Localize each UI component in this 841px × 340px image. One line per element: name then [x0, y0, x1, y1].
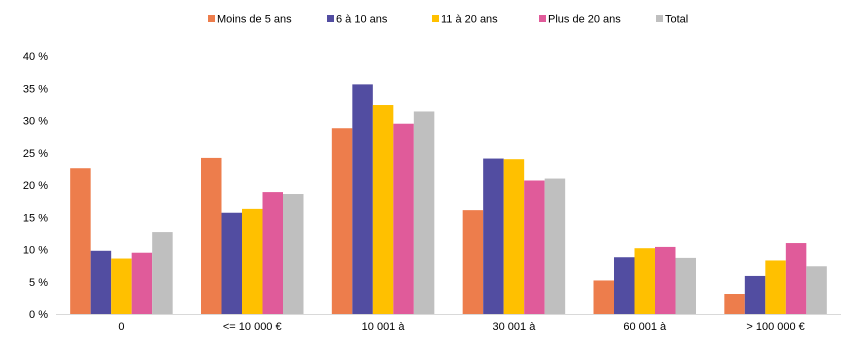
bar: [462, 210, 484, 314]
bar: [724, 294, 745, 314]
bar: [331, 128, 353, 314]
bar: [393, 123, 414, 314]
bar: [201, 157, 222, 314]
y-axis: 0 % 5 % 10 % 15 % 20 % 25 % 30 % 35 % 40 %: [23, 51, 48, 321]
bar: [544, 178, 566, 314]
bar: [352, 84, 373, 314]
x-tick-label: 10 001 à: [362, 321, 406, 333]
bar: [785, 243, 807, 314]
legend-label: 6 à 10 ans: [336, 14, 388, 26]
legend: Moins de 5 ans 6 à 10 ans 11 à 20 ans Plus …: [208, 14, 688, 26]
bar: [262, 192, 283, 314]
bar: [593, 280, 614, 314]
legend-swatch: [656, 15, 663, 22]
x-tick-label: 60 001 à: [623, 321, 667, 333]
legend-swatch: [539, 15, 546, 22]
y-tick-label: 20 %: [23, 180, 48, 192]
bar: [765, 260, 786, 314]
bar: [744, 275, 766, 314]
x-axis: 0 <= 10 000 € 10 001 à 30 001 à 60 001 à > 10…: [56, 314, 841, 333]
bar: [524, 180, 545, 314]
y-tick-label: 5 %: [29, 277, 48, 289]
legend-swatch: [327, 15, 334, 22]
x-tick-label: 30 001 à: [493, 321, 537, 333]
legend-swatch: [432, 15, 439, 22]
bar: [655, 246, 676, 314]
bar: [90, 250, 112, 314]
bar: [152, 232, 173, 314]
bar: [242, 208, 263, 314]
bars: [70, 84, 827, 315]
x-tick-label: <= 10 000 €: [223, 321, 282, 333]
bar: [675, 257, 696, 314]
bar: [221, 212, 242, 314]
legend-swatch: [208, 15, 215, 22]
bar: [614, 257, 635, 314]
x-tick-label: 0: [118, 321, 124, 333]
y-tick-label: 10 %: [23, 245, 48, 257]
x-tick-label: > 100 000 €: [746, 321, 804, 333]
bar: [372, 105, 394, 315]
bar: [634, 248, 655, 314]
bar: [70, 168, 91, 314]
y-tick-label: 40 %: [23, 51, 48, 63]
y-tick-label: 25 %: [23, 148, 48, 160]
y-tick-label: 30 %: [23, 116, 48, 128]
y-tick-label: 35 %: [23, 83, 48, 95]
legend-label: Moins de 5 ans: [217, 14, 292, 26]
bar: [283, 194, 304, 314]
bar: [806, 266, 827, 314]
bar: [413, 111, 435, 314]
legend-label: Plus de 20 ans: [548, 14, 621, 26]
bar: [111, 258, 132, 314]
y-tick-label: 0 %: [29, 309, 48, 321]
bar: [503, 159, 525, 314]
bar: [483, 158, 504, 314]
y-tick-label: 15 %: [23, 212, 48, 224]
legend-label: 11 à 20 ans: [441, 14, 498, 26]
bar: [131, 252, 153, 314]
legend-label: Total: [665, 14, 688, 26]
